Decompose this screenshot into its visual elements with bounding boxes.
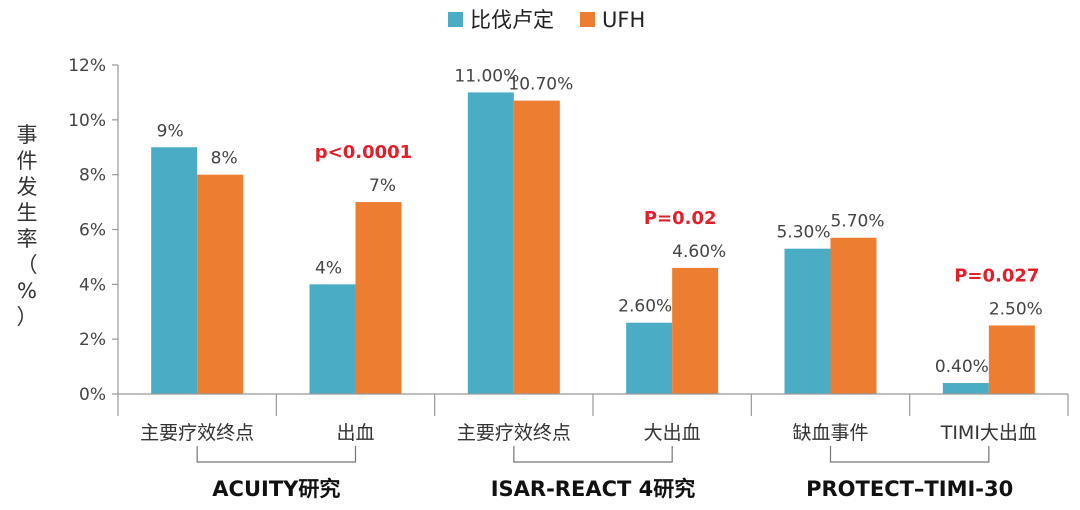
legend: 比伐卢定 UFH	[448, 8, 645, 32]
bar-bivalirudin-0	[151, 147, 198, 394]
x-axis: 主要疗效终点 出血 主要疗效终点 大出血 缺血事件 TIMI大出血	[117, 393, 1069, 444]
data-label-bivalirudin-2: 11.00%	[454, 66, 519, 86]
p-value-annotation: P=0.02	[644, 208, 717, 229]
data-label-bivalirudin-0: 9%	[157, 121, 184, 141]
y-tick-label: 12%	[68, 56, 106, 76]
group-labels: ACUITY研究 ISAR-REACT 4研究 PROTECT–TIMI-30	[196, 446, 1013, 501]
p-value-annotation: p<0.0001	[315, 142, 412, 163]
y-axis-label: 事件发生率（%）	[17, 123, 38, 329]
y-tick-label: 6%	[79, 221, 106, 241]
legend-label-0: 比伐卢定	[470, 8, 554, 32]
group-label: PROTECT–TIMI-30	[806, 477, 1013, 501]
group-label: ISAR-REACT 4研究	[491, 477, 696, 501]
group-bracket	[829, 446, 990, 463]
y-tick-label: 4%	[79, 275, 106, 295]
data-label-ufh-0: 8%	[211, 149, 238, 169]
x-tick-label: TIMI大出血	[940, 422, 1037, 444]
p-value-annotation: P=0.027	[954, 265, 1039, 286]
group-label: ACUITY研究	[212, 477, 340, 501]
bar-ufh-4	[830, 237, 877, 394]
y-axis: 0% 2% 4% 6% 8% 10% 12%	[68, 56, 119, 405]
bar-bivalirudin-1	[309, 284, 356, 394]
x-tick-label: 大出血	[644, 422, 701, 444]
bar-ufh-2	[513, 100, 560, 395]
group-bracket	[513, 446, 673, 463]
data-label-bivalirudin-5: 0.40%	[935, 357, 989, 377]
data-label-ufh-5: 2.50%	[989, 299, 1043, 319]
bar-ufh-1	[355, 202, 402, 394]
bars: 9% 8% 4% 7% 11.00%10.70% 2.60% 4.60% 5.30%5.70%…	[151, 66, 1043, 395]
legend-label-1: UFH	[602, 8, 645, 32]
x-tick-label: 主要疗效终点	[457, 422, 571, 444]
y-tick-label: 2%	[79, 330, 106, 350]
x-tick-label: 主要疗效终点	[140, 422, 254, 444]
bar-ufh-3	[672, 267, 719, 394]
data-label-ufh-2: 10.70%	[508, 75, 573, 95]
y-tick-label: 10%	[68, 111, 106, 131]
bar-bivalirudin-2	[467, 92, 514, 395]
data-label-bivalirudin-3: 2.60%	[618, 297, 672, 317]
data-label-ufh-1: 7%	[369, 176, 396, 196]
group-bracket	[196, 446, 357, 463]
y-axis-title: 事件发生率（%）	[17, 123, 38, 329]
data-label-ufh-3: 4.60%	[672, 242, 726, 262]
bar-bivalirudin-4	[784, 248, 831, 394]
bar-bivalirudin-5	[942, 383, 989, 394]
data-label-bivalirudin-1: 4%	[315, 258, 342, 278]
legend-swatch-1	[580, 12, 595, 27]
data-label-ufh-4: 5.70%	[830, 212, 884, 232]
x-tick-label: 出血	[336, 422, 374, 444]
y-tick-label: 0%	[79, 385, 106, 405]
bar-ufh-5	[988, 325, 1035, 394]
legend-swatch-0	[448, 12, 463, 27]
bar-ufh-0	[197, 174, 244, 394]
x-tick-label: 缺血事件	[792, 422, 868, 444]
y-tick-label: 8%	[79, 166, 106, 186]
data-label-bivalirudin-4: 5.30%	[776, 223, 830, 243]
bar-bivalirudin-3	[626, 322, 673, 394]
